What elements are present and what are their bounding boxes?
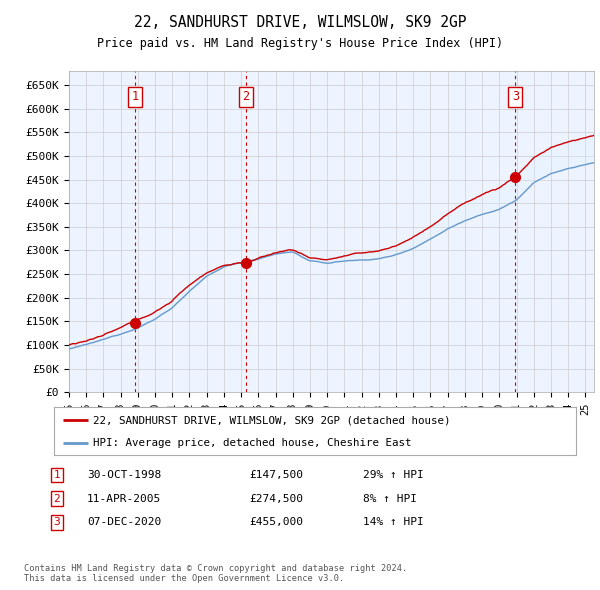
Text: 14% ↑ HPI: 14% ↑ HPI: [363, 517, 424, 527]
Text: 3: 3: [53, 517, 61, 527]
Text: 2: 2: [53, 494, 61, 503]
Text: 8% ↑ HPI: 8% ↑ HPI: [363, 494, 417, 503]
Text: 22, SANDHURST DRIVE, WILMSLOW, SK9 2GP: 22, SANDHURST DRIVE, WILMSLOW, SK9 2GP: [134, 15, 466, 30]
Text: Price paid vs. HM Land Registry's House Price Index (HPI): Price paid vs. HM Land Registry's House …: [97, 37, 503, 50]
Text: 2: 2: [242, 90, 250, 103]
Text: 22, SANDHURST DRIVE, WILMSLOW, SK9 2GP (detached house): 22, SANDHURST DRIVE, WILMSLOW, SK9 2GP (…: [93, 415, 451, 425]
Text: 1: 1: [131, 90, 139, 103]
Text: Contains HM Land Registry data © Crown copyright and database right 2024.
This d: Contains HM Land Registry data © Crown c…: [24, 563, 407, 583]
Text: 29% ↑ HPI: 29% ↑ HPI: [363, 470, 424, 480]
Text: £274,500: £274,500: [249, 494, 303, 503]
Text: £147,500: £147,500: [249, 470, 303, 480]
Text: £455,000: £455,000: [249, 517, 303, 527]
Text: 11-APR-2005: 11-APR-2005: [87, 494, 161, 503]
Text: 3: 3: [512, 90, 519, 103]
Text: HPI: Average price, detached house, Cheshire East: HPI: Average price, detached house, Ches…: [93, 438, 412, 448]
Text: 30-OCT-1998: 30-OCT-1998: [87, 470, 161, 480]
Text: 1: 1: [53, 470, 61, 480]
Text: 07-DEC-2020: 07-DEC-2020: [87, 517, 161, 527]
